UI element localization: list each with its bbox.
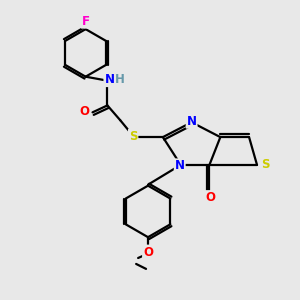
Text: N: N: [104, 73, 114, 86]
Text: N: N: [187, 115, 196, 128]
Text: O: O: [80, 105, 90, 118]
Text: S: S: [261, 158, 269, 171]
Text: S: S: [129, 130, 137, 142]
Text: O: O: [206, 191, 215, 204]
Text: F: F: [82, 15, 90, 28]
Text: H: H: [115, 73, 125, 86]
Text: O: O: [143, 245, 153, 259]
Text: N: N: [175, 159, 185, 172]
